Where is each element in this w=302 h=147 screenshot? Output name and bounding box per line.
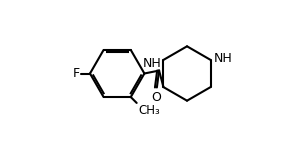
Text: O: O [151,91,161,104]
Text: NH: NH [214,52,233,65]
Text: NH: NH [142,57,161,70]
Text: F: F [73,67,80,80]
Text: CH₃: CH₃ [138,104,160,117]
